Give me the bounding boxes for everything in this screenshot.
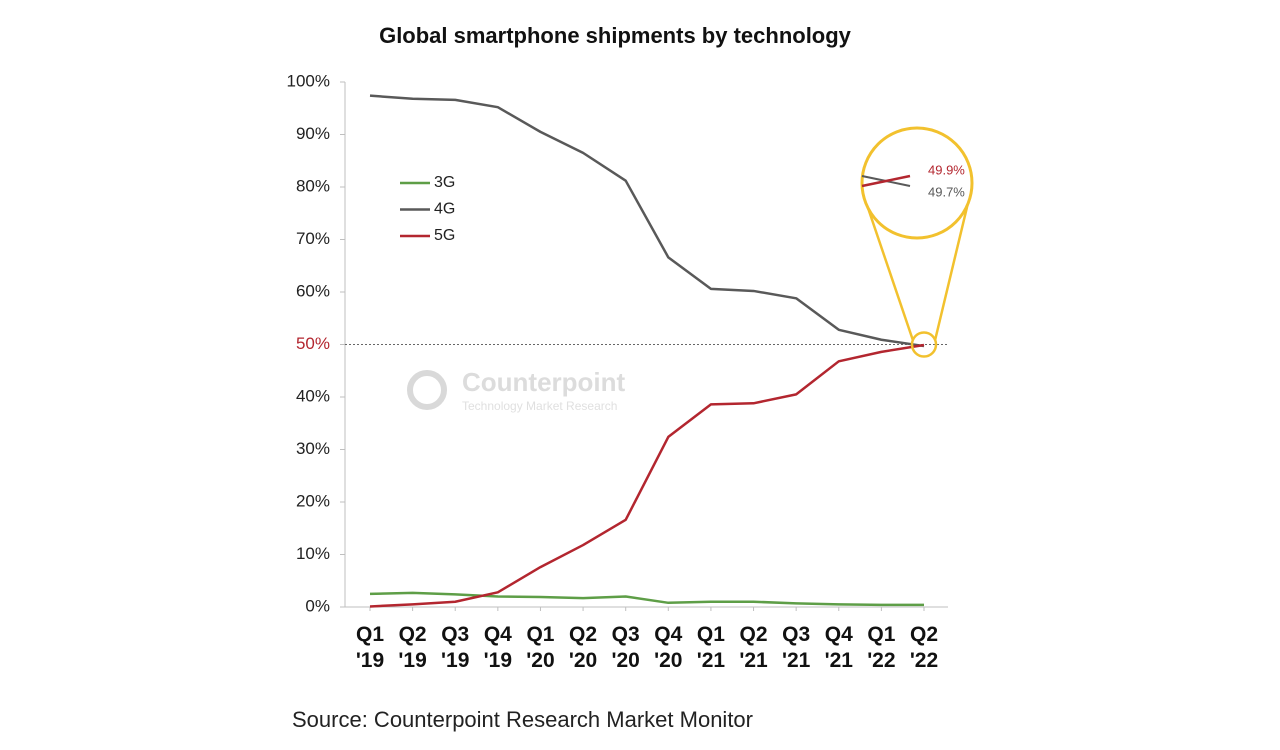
x-tick-label: Q1 '21 (696, 623, 726, 672)
x-tick-label: Q4 '19 (483, 623, 513, 672)
x-tick-label: Q4 '20 (654, 623, 683, 672)
y-tick-label: 50% (296, 334, 330, 353)
watermark-name: Counterpoint (462, 367, 626, 397)
x-tick-label: Q1 '22 (867, 623, 896, 672)
y-tick-label: 30% (296, 439, 330, 458)
y-tick-label: 60% (296, 281, 330, 300)
series-line (369, 94, 925, 348)
x-tick-label: Q4 '21 (824, 623, 853, 672)
y-tick-label: 80% (296, 176, 330, 195)
y-tick-label: 70% (296, 229, 330, 248)
series-line (369, 591, 924, 607)
y-tick-label: 10% (296, 544, 330, 563)
legend-label: 5G (434, 227, 455, 244)
x-tick-label: Q2 '19 (398, 623, 427, 672)
y-tick-label: 90% (296, 124, 330, 143)
legend-label: 3G (434, 174, 455, 191)
watermark-logo (407, 370, 447, 410)
x-tick-label: Q3 '20 (611, 623, 640, 672)
value-label: 49.7% (928, 184, 965, 199)
legend-label: 4G (434, 201, 455, 218)
x-tick-label: Q2 '22 (909, 623, 939, 672)
zoom-circle (860, 126, 974, 240)
x-tick-label: Q1 '20 (526, 623, 555, 672)
zoom-line (861, 174, 911, 188)
x-tick-label: Q2 '20 (568, 623, 598, 672)
x-tick-label: Q3 '19 (441, 623, 470, 672)
chart-title: Global smartphone shipments by technolog… (379, 23, 852, 48)
x-tick-label: Q3 '21 (781, 623, 811, 672)
zoom-connector (933, 202, 970, 341)
x-tick-label: Q2 '21 (739, 623, 768, 672)
series-line (369, 343, 925, 608)
x-tick-label: Q1 '19 (355, 623, 385, 672)
y-tick-label: 20% (296, 491, 330, 510)
value-label: 49.9% (928, 162, 965, 177)
y-tick-label: 0% (305, 596, 330, 615)
zoom-target (910, 331, 938, 358)
watermark-tagline: Technology Market Research (462, 399, 617, 413)
y-tick-label: 40% (296, 386, 330, 405)
zoom-connector (865, 204, 915, 341)
source-note: Source: Counterpoint Research Market Mon… (292, 707, 753, 732)
y-tick-label: 100% (287, 71, 330, 90)
